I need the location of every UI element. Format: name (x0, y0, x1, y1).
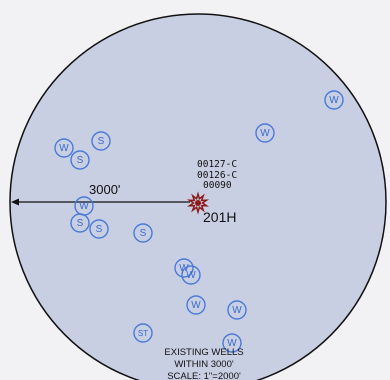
radius-line (11, 198, 190, 206)
map-legend: EXISTING WELLS WITHIN 3000' SCALE: 1"=20… (164, 347, 243, 380)
well-type-label: W (59, 143, 69, 154)
well-symbol: W (227, 300, 247, 320)
wellhead-star-icon (186, 191, 210, 215)
well-circle (255, 123, 275, 143)
legend-line-3: SCALE: 1"=2000' (167, 371, 241, 380)
well-type-label: W (260, 128, 270, 139)
well-type-label: W (232, 305, 242, 316)
well-symbol: S (70, 150, 90, 170)
well-circle (91, 131, 111, 151)
permit-number: 00127-C (197, 159, 237, 170)
well-circle (227, 300, 247, 320)
well-circle (181, 265, 201, 285)
well-circle (324, 90, 344, 110)
well-circle (70, 150, 90, 170)
well-symbol: S (89, 219, 109, 239)
well-symbol: W (186, 295, 206, 315)
well-type-label: S (96, 224, 103, 235)
well-symbol: W (324, 90, 344, 110)
legend-line-1: EXISTING WELLS (164, 347, 243, 358)
well-type-label: W (329, 95, 339, 106)
well-circle (133, 323, 153, 343)
well-type-label: W (191, 300, 201, 311)
well-symbol: S (91, 131, 111, 151)
permit-numbers: 00127-C 00126-C 00090 (197, 159, 237, 191)
well-circle (174, 258, 194, 278)
well-symbol: S (133, 223, 153, 243)
well-symbol: ST (133, 323, 153, 343)
legend-line-2: WITHIN 3000' (174, 359, 234, 370)
well-type-label: W (186, 270, 196, 281)
well-symbol: W (222, 333, 242, 353)
radius-label: 3000' (89, 182, 120, 197)
permit-number: 00126-C (197, 170, 237, 181)
well-circle (222, 333, 242, 353)
well-circle (89, 219, 109, 239)
well-type-label: W (227, 338, 237, 349)
well-type-label: S (140, 228, 147, 239)
permit-number: 00090 (203, 180, 232, 191)
well-type-label: ST (138, 329, 148, 338)
subject-well-name: 201H (203, 209, 236, 225)
well-type-label: W (79, 201, 89, 212)
well-circle (186, 295, 206, 315)
well-symbol: S (70, 213, 90, 233)
well-symbol: W (255, 123, 275, 143)
well-symbol: W (54, 138, 74, 158)
well-symbol: W (181, 265, 201, 285)
well-type-label: S (98, 136, 105, 147)
well-type-label: S (77, 218, 84, 229)
radius-circle (9, 13, 387, 380)
well-circle (133, 223, 153, 243)
well-circle (54, 138, 74, 158)
well-circle (70, 213, 90, 233)
well-type-label: S (77, 155, 84, 166)
